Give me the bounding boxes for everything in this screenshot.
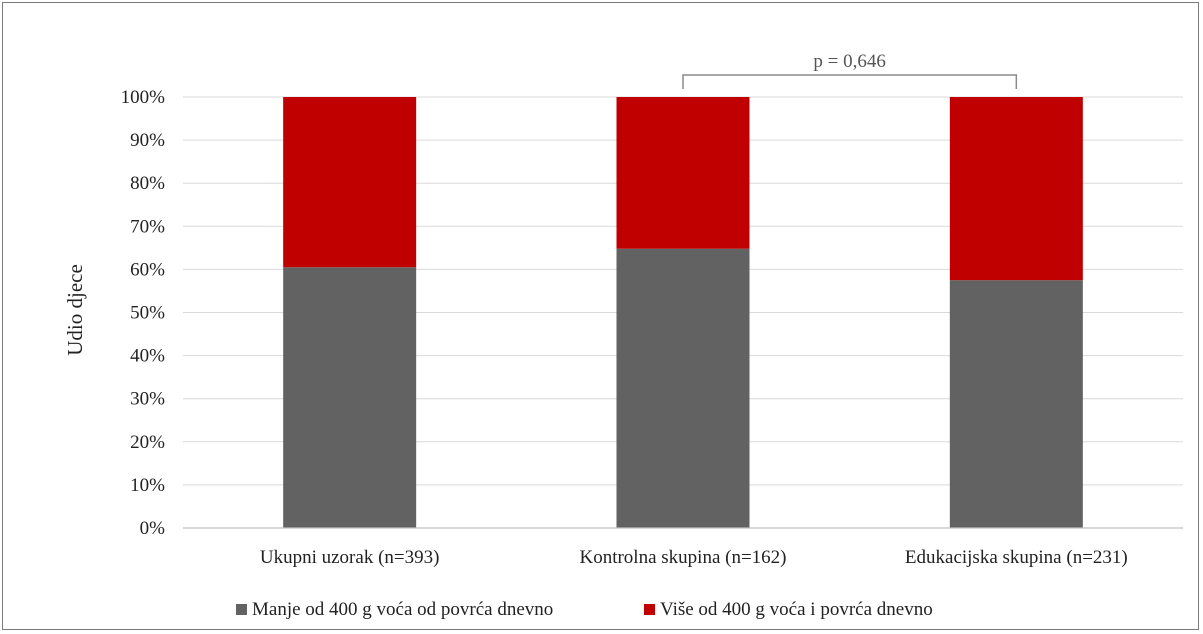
y-tick-label: 70%	[130, 216, 165, 237]
bar-segment-vise	[949, 97, 1083, 281]
bar-segment-manje	[616, 248, 750, 528]
y-tick-label: 100%	[121, 87, 166, 108]
bar-segment-manje	[949, 280, 1083, 528]
x-category-label: Edukacijska skupina (n=231)	[905, 547, 1128, 568]
y-tick-label: 10%	[130, 475, 165, 496]
bars	[283, 97, 1083, 528]
significance-annotation: p = 0,646	[682, 51, 1018, 89]
y-tick-label: 20%	[130, 432, 165, 453]
y-tick-label: 30%	[130, 389, 165, 410]
p-value-label: p = 0,646	[813, 51, 885, 72]
legend-swatch	[236, 604, 247, 615]
bar-segment-vise	[283, 97, 417, 268]
legend-label: Manje od 400 g voća od povrća dnevno	[252, 599, 553, 620]
y-tick-label: 80%	[130, 173, 165, 194]
significance-bracket	[682, 74, 1018, 89]
y-tick-label: 50%	[130, 303, 165, 324]
y-tick-label: 60%	[130, 259, 165, 280]
y-axis-label: Udio djece	[63, 264, 87, 356]
y-tick-label: 0%	[140, 518, 166, 539]
bar-segment-vise	[616, 97, 750, 249]
legend-swatch	[644, 604, 655, 615]
y-axis-ticks: 0% 10% 20% 30% 40% 50% 60% 70% 80% 90% 100%	[121, 87, 166, 539]
x-category-label: Ukupni uzorak (n=393)	[260, 547, 440, 568]
x-category-label: Kontrolna skupina (n=162)	[579, 547, 786, 568]
bar-segment-manje	[283, 267, 417, 528]
legend: Manje od 400 g voća od povrća dnevno Više…	[236, 599, 933, 620]
y-tick-label: 40%	[130, 346, 165, 367]
x-axis-categories: Ukupni uzorak (n=393) Kontrolna skupina (…	[260, 547, 1128, 568]
legend-label: Više od 400 g voća i povrća dnevno	[660, 599, 933, 620]
y-tick-label: 90%	[130, 130, 165, 151]
